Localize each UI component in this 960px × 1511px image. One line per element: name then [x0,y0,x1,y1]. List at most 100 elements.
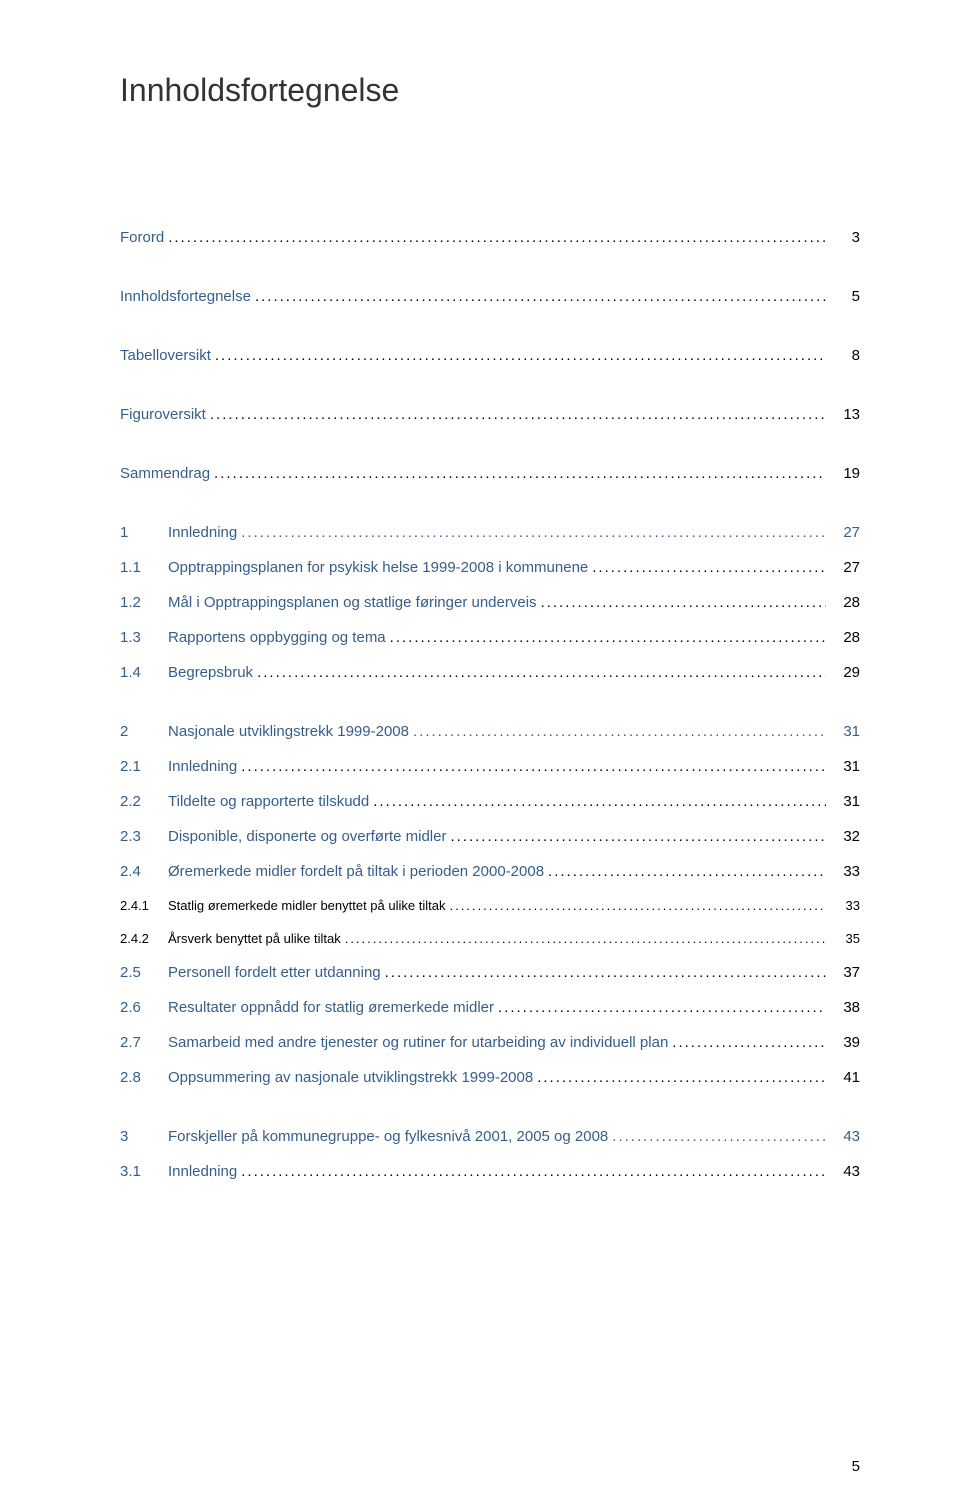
toc-dots [449,898,826,913]
toc-entry-text: Innledning [168,524,237,541]
toc-dots [241,524,826,541]
toc-entry-number: 1.2 [120,594,168,611]
toc-entry[interactable]: 2.8Oppsummering av nasjonale utviklingst… [120,1069,860,1086]
toc-entry[interactable]: Tabelloversikt 8 [120,347,860,364]
toc-entry-number: 2.3 [120,828,168,845]
toc-entry-page: 32 [830,828,860,845]
toc-entry-text: Sammendrag [120,465,210,482]
section-gap [120,441,860,465]
toc-entry-text: Innledning [168,758,237,775]
section-gap [120,264,860,288]
toc-entry[interactable]: 2Nasjonale utviklingstrekk 1999-2008 31 [120,723,860,740]
toc-entry[interactable]: 2.1Innledning 31 [120,758,860,775]
toc-entry-text: Innholdsfortegnelse [120,288,251,305]
toc-dots [537,1069,826,1086]
toc-entry-page: 29 [830,664,860,681]
toc-dots [450,828,826,845]
toc-entry-number: 2.7 [120,1034,168,1051]
toc-dots [257,664,826,681]
toc-dots [373,793,826,810]
toc-entry-page: 33 [830,898,860,913]
toc-entry-number: 2.5 [120,964,168,981]
toc-entry[interactable]: 1.1Opptrappingsplanen for psykisk helse … [120,559,860,576]
toc-entry-text: Disponible, disponerte og overførte midl… [168,828,446,845]
toc-entry[interactable]: Forord3 [120,229,860,246]
toc-entry-text: Begrepsbruk [168,664,253,681]
toc-entry[interactable]: 2.3Disponible, disponerte og overførte m… [120,828,860,845]
toc-entry-number: 2.8 [120,1069,168,1086]
toc-entry[interactable]: 2.4.1Statlig øremerkede midler benyttet … [120,898,860,913]
toc-entry-page: 39 [830,1034,860,1051]
toc-entry-number: 2.1 [120,758,168,775]
toc-entry-text: Forord [120,229,164,246]
toc-entry-number: 1.3 [120,629,168,646]
toc-entry[interactable]: 1.2Mål i Opptrappingsplanen og statlige … [120,594,860,611]
toc-dots [390,629,826,646]
toc-entry[interactable]: Innholdsfortegnelse5 [120,288,860,305]
page-number: 5 [852,1458,860,1475]
toc-entry-page: 43 [830,1128,860,1145]
toc-entry[interactable]: 2.7Samarbeid med andre tjenester og ruti… [120,1034,860,1051]
toc-entry-text: Tabelloversikt [120,347,211,364]
toc-entry-page: 28 [830,629,860,646]
toc-dots [241,1163,826,1180]
page-title: Innholdsfortegnelse [120,72,860,109]
toc-entry[interactable]: 1.3Rapportens oppbygging og tema 28 [120,629,860,646]
toc-entry-text: Innledning [168,1163,237,1180]
toc-dots [541,594,826,611]
toc-dots [214,465,826,482]
toc-entry[interactable]: 2.5Personell fordelt etter utdanning37 [120,964,860,981]
toc-entry-page: 28 [830,594,860,611]
toc-entry-page: 31 [830,793,860,810]
toc-entry[interactable]: 1Innledning27 [120,524,860,541]
toc-entry-number: 2.4.2 [120,931,168,946]
section-gap [120,1104,860,1128]
toc-entry[interactable]: 2.4Øremerkede midler fordelt på tiltak i… [120,863,860,880]
toc-entry[interactable]: 3Forskjeller på kommunegruppe- og fylkes… [120,1128,860,1145]
toc-entry-text: Rapportens oppbygging og tema [168,629,386,646]
toc-dots [345,931,826,946]
toc-entry-text: Oppsummering av nasjonale utviklingstrek… [168,1069,533,1086]
section-gap [120,382,860,406]
toc-entry-text: Forskjeller på kommunegruppe- og fylkesn… [168,1128,608,1145]
toc-entry-page: 33 [830,863,860,880]
toc-entry[interactable]: 1.4Begrepsbruk 29 [120,664,860,681]
toc-entry[interactable]: 3.1Innledning43 [120,1163,860,1180]
toc-dots [215,347,826,364]
toc-entry-number: 2.6 [120,999,168,1016]
toc-entry-page: 13 [830,406,860,423]
section-gap [120,323,860,347]
toc-entry-text: Tildelte og rapporterte tilskudd [168,793,369,810]
toc-entry-number: 1.1 [120,559,168,576]
toc-entry-number: 1.4 [120,664,168,681]
section-gap [120,500,860,524]
toc-entry-text: Øremerkede midler fordelt på tiltak i pe… [168,863,544,880]
toc-dots [255,288,826,305]
toc-entry[interactable]: Sammendrag 19 [120,465,860,482]
toc-entry-number: 1 [120,524,168,541]
toc-entry-page: 31 [830,723,860,740]
toc-entry-page: 37 [830,964,860,981]
toc-dots [413,723,826,740]
toc-dots [612,1128,826,1145]
toc-entry-text: Nasjonale utviklingstrekk 1999-2008 [168,723,409,740]
toc-dots [210,406,826,423]
toc-entry-text: Figuroversikt [120,406,206,423]
toc-entry-page: 31 [830,758,860,775]
toc-entry-page: 8 [830,347,860,364]
toc-entry[interactable]: 2.6Resultater oppnådd for statlig øremer… [120,999,860,1016]
toc-entry-number: 2.4 [120,863,168,880]
toc-entry-page: 27 [830,559,860,576]
toc-dots [385,964,826,981]
toc-entry-number: 2 [120,723,168,740]
toc-dots [592,559,826,576]
toc-entry-text: Opptrappingsplanen for psykisk helse 199… [168,559,588,576]
toc-entry-page: 41 [830,1069,860,1086]
toc-entry[interactable]: 2.2Tildelte og rapporterte tilskudd31 [120,793,860,810]
toc-dots [498,999,826,1016]
toc-entry[interactable]: 2.4.2Årsverk benyttet på ulike tiltak35 [120,931,860,946]
toc-entry[interactable]: Figuroversikt 13 [120,406,860,423]
toc-dots [168,229,826,246]
toc-entry-text: Statlig øremerkede midler benyttet på ul… [168,898,445,913]
toc-entry-page: 19 [830,465,860,482]
